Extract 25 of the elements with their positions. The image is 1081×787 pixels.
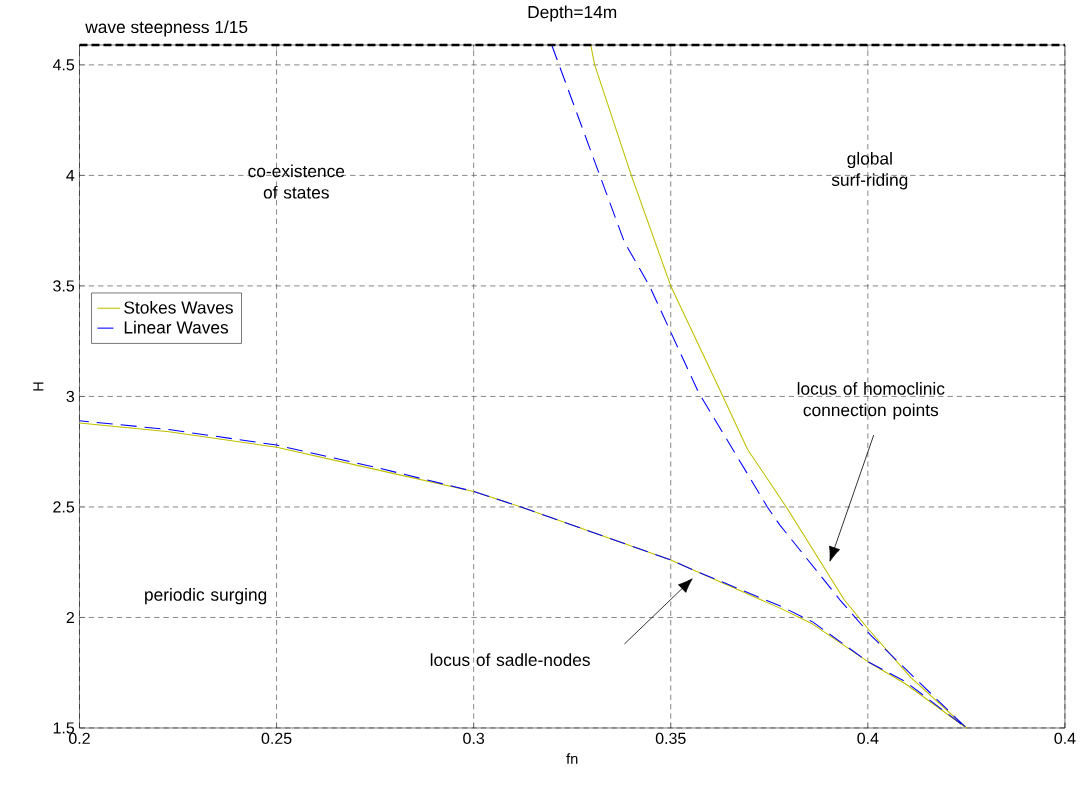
x-tick-label: 0.25: [261, 732, 292, 745]
annotation: global surf-riding: [831, 151, 908, 190]
x-tick-label: 0.3: [463, 732, 485, 745]
legend-label: Linear Waves: [124, 320, 229, 334]
x-tick-label: 0.35: [655, 732, 686, 745]
annotation: locus of sadle-nodes: [430, 653, 590, 667]
y-tick-label: 3: [66, 390, 75, 403]
x-axis-title: fn: [566, 753, 578, 764]
x-tick-label: 0.2: [68, 732, 90, 745]
x-tick-label: 0.4: [1054, 732, 1076, 745]
y-tick-label: 1.5: [53, 722, 75, 734]
annotation: locus of homoclinic connection points: [797, 382, 945, 420]
line-series: [78, 44, 967, 729]
y-tick-label: 4.5: [52, 59, 75, 71]
annotation: periodic surging: [145, 588, 267, 605]
y-tick-label: 2.5: [53, 501, 75, 513]
y-tick-label: 3.5: [53, 280, 75, 292]
x-tick-label: 0.4: [857, 732, 879, 745]
ref-line-label: wave steepness 1/15: [85, 20, 248, 37]
chart-title: Depth=14m: [528, 5, 617, 22]
y-axis-title: H: [33, 382, 44, 391]
y-tick-label: 4: [66, 169, 75, 181]
y-tick-label: 2: [66, 611, 74, 624]
annotation: co-existence of states: [248, 164, 345, 199]
legend-label: Stokes Waves: [124, 300, 233, 314]
